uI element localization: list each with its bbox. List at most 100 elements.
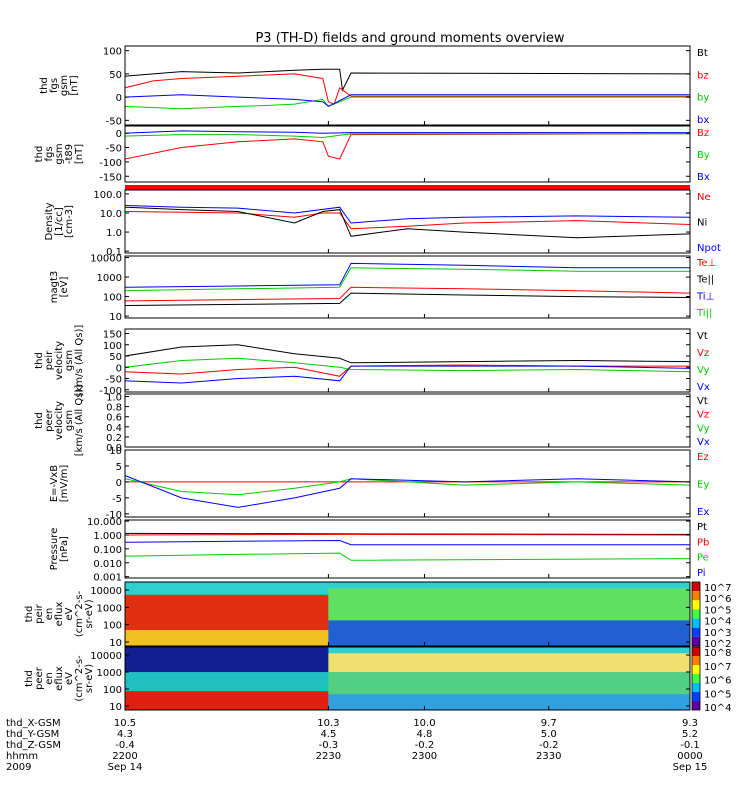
- y-axis-label: gsm: [64, 350, 75, 371]
- y-tick-labels: 100 50 0 -50: [103, 47, 690, 127]
- legend-entry: Ez: [697, 452, 709, 463]
- legend-entry: Ni: [697, 218, 707, 229]
- spectrogram-band: [125, 691, 329, 710]
- y-tick-labels: 10000 1000 100 10: [90, 254, 690, 323]
- x-axis-value: 10.3: [317, 718, 339, 729]
- y-tick-label: 100: [103, 47, 122, 58]
- y-axis-label: [km/s (All Qs)]: [74, 385, 85, 457]
- spectrogram-band: [125, 630, 329, 646]
- y-axis-label: gsm: [54, 143, 65, 164]
- y-axis-label: peer: [34, 666, 45, 690]
- panel-frame: [124, 45, 691, 126]
- x-axis-value: 9.7: [541, 718, 557, 729]
- y-axis-label: E=-VxB: [49, 465, 60, 502]
- y-tick-label: 1.0: [106, 228, 122, 239]
- y-tick-label: 0.2: [106, 433, 122, 444]
- x-axis-value: 10.5: [114, 718, 136, 729]
- y-axis-label: eflux: [54, 666, 65, 691]
- panel-frame: [124, 255, 691, 319]
- y-axis-label: thd: [34, 412, 45, 429]
- series-line-Vx: [124, 365, 691, 384]
- y-tick-label: 50: [109, 70, 122, 81]
- y-tick-label: 100.0: [93, 190, 122, 201]
- y-tick-label: 10: [109, 446, 122, 457]
- legend-entry: bz: [697, 70, 709, 81]
- y-tick-label: -5: [112, 494, 122, 505]
- y-tick-label: 1000: [97, 603, 122, 614]
- colorbar-tick-label: 10^4: [704, 703, 731, 714]
- y-tick-label: 100: [103, 685, 122, 696]
- legend-entry: Vx: [697, 382, 710, 393]
- series-line-Vt: [124, 344, 691, 364]
- series-line-Ti||: [124, 267, 690, 292]
- y-axis-label: [mV/m]: [59, 465, 70, 503]
- spectrogram-band: [328, 620, 690, 646]
- y-axis-label: [eV]: [59, 277, 70, 298]
- x-axis-value: 0000: [677, 751, 702, 762]
- legend-entry: Ey: [697, 480, 709, 491]
- y-tick-label: 0.1: [106, 247, 122, 258]
- x-axis-value: -0.4: [115, 740, 135, 751]
- colorbar-tick-label: 10^2: [704, 639, 731, 650]
- panel-frame: [124, 328, 691, 393]
- spectrogram-band: [328, 672, 690, 695]
- x-axis-value: -0.1: [680, 740, 700, 751]
- panel-efield: Ez Ey Ex 10 5 0 -5 -10 E=-VxB [mV/m]: [49, 446, 709, 521]
- colorbar-tick-label: 10^6: [704, 676, 731, 687]
- y-tick-labels: 10000 1000 100 10: [90, 651, 690, 713]
- y-axis-label: [nT]: [74, 144, 85, 164]
- spectrogram-band: [125, 647, 329, 673]
- series-lines: [124, 130, 691, 160]
- x-axis-value: 5.0: [541, 729, 557, 740]
- y-tick-labels: 10 5 0 -5 -10: [106, 446, 690, 521]
- y-axis-label: peir: [44, 350, 55, 370]
- y-tick-label: 0: [116, 93, 122, 104]
- series-line-Bt: [124, 68, 691, 92]
- figure-title: P3 (TH-D) fields and ground moments over…: [255, 31, 564, 46]
- x-axis-value: 4.3: [117, 729, 133, 740]
- y-tick-label: 0.100: [93, 545, 122, 556]
- legend-entry: Ex: [697, 507, 709, 518]
- legend-entry: Bz: [697, 128, 709, 139]
- x-axis-value: 10.0: [413, 718, 435, 729]
- spectrogram-band: [125, 672, 329, 692]
- panel-density: Ne Ni Npot 100.0 10.0 1.0 0.1 Density [1/cc] [cm-…: [44, 189, 721, 258]
- colorbar-swatch: [692, 674, 700, 683]
- y-tick-label: -10: [106, 510, 122, 521]
- colorbar-tick-label: 10^8: [704, 648, 731, 659]
- colorbar-swatch: [692, 656, 700, 665]
- panel-ion_spectrogram: 10^710^610^510^410^310^2 10000 1000 100 10 th…: [24, 581, 731, 650]
- y-tick-label: 1000: [97, 273, 122, 284]
- y-tick-label: 10.000: [87, 517, 122, 528]
- x-axis-row-label: 2009: [6, 762, 31, 773]
- y-axis-label: gsm: [64, 410, 75, 431]
- colorbar-tick-label: 10^7: [704, 583, 731, 594]
- x-axis-value: 2200: [112, 751, 137, 762]
- y-axis-label: magt3: [49, 271, 60, 304]
- spectrogram-band: [125, 594, 329, 630]
- x-axis-value: -0.2: [415, 740, 435, 751]
- series-line-by: [124, 96, 690, 110]
- y-axis-label: thd: [34, 146, 45, 163]
- panel-frame: [124, 125, 691, 183]
- series-line-Pt: [124, 532, 691, 535]
- panel-frame: [124, 393, 691, 448]
- y-tick-label: 10: [109, 702, 122, 713]
- y-axis-label: velocity: [54, 401, 65, 440]
- colorbar-tick-label: 10^6: [704, 594, 731, 605]
- y-tick-label: 5: [116, 462, 122, 473]
- mode-bar: [125, 185, 690, 190]
- x-axis-value: 4.5: [320, 729, 336, 740]
- y-tick-label: -100: [99, 158, 122, 169]
- colorbar-swatch: [692, 683, 700, 692]
- legend-entry: Pi: [697, 568, 706, 579]
- legend-entry: Te||: [696, 275, 714, 286]
- spectrogram-band: [328, 694, 690, 710]
- panel-temperature: Te⊥ Te|| Ti⊥ Ti|| 10000 1000 100 10 magt3 [eV]: [49, 254, 716, 324]
- y-tick-label: -50: [106, 116, 122, 127]
- legend-entry: by: [697, 93, 709, 104]
- colorbar: 10^8 10^7 10^6 10^5 10^4: [691, 646, 731, 714]
- legend-entry: bx: [697, 115, 709, 126]
